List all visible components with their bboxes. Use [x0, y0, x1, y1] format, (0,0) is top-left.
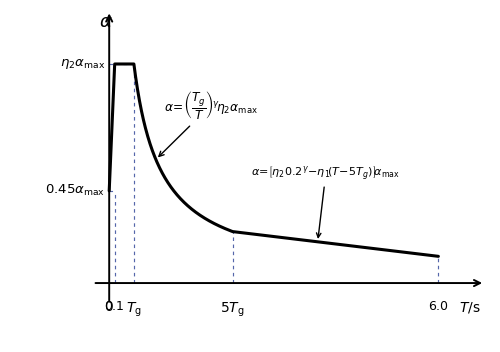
Text: $T{\rm /s}$: $T{\rm /s}$ — [459, 300, 480, 315]
Text: $0.45\alpha_{\rm max}$: $0.45\alpha_{\rm max}$ — [45, 183, 106, 199]
Text: $\alpha$: $\alpha$ — [98, 13, 112, 31]
Text: $\alpha\!=\!\left(\dfrac{T_g}{T}\right)^{\!\gamma}\!\eta_2\alpha_{\max}$: $\alpha\!=\!\left(\dfrac{T_g}{T}\right)^… — [159, 89, 258, 156]
Text: $0.1$: $0.1$ — [104, 300, 125, 313]
Text: $5T_{\rm g}$: $5T_{\rm g}$ — [220, 300, 245, 319]
Text: $6.0$: $6.0$ — [428, 300, 449, 313]
Text: $T_{\rm g}$: $T_{\rm g}$ — [126, 300, 142, 319]
Text: $0$: $0$ — [104, 300, 114, 314]
Text: $\alpha\!=\!\left[\eta_2 0.2^\gamma\!-\!\eta_1\!\left(T\!-\!5T_g\right)\right]\!: $\alpha\!=\!\left[\eta_2 0.2^\gamma\!-\!… — [252, 164, 400, 238]
Text: $\eta_2\alpha_{\rm max}$: $\eta_2\alpha_{\rm max}$ — [60, 57, 106, 71]
